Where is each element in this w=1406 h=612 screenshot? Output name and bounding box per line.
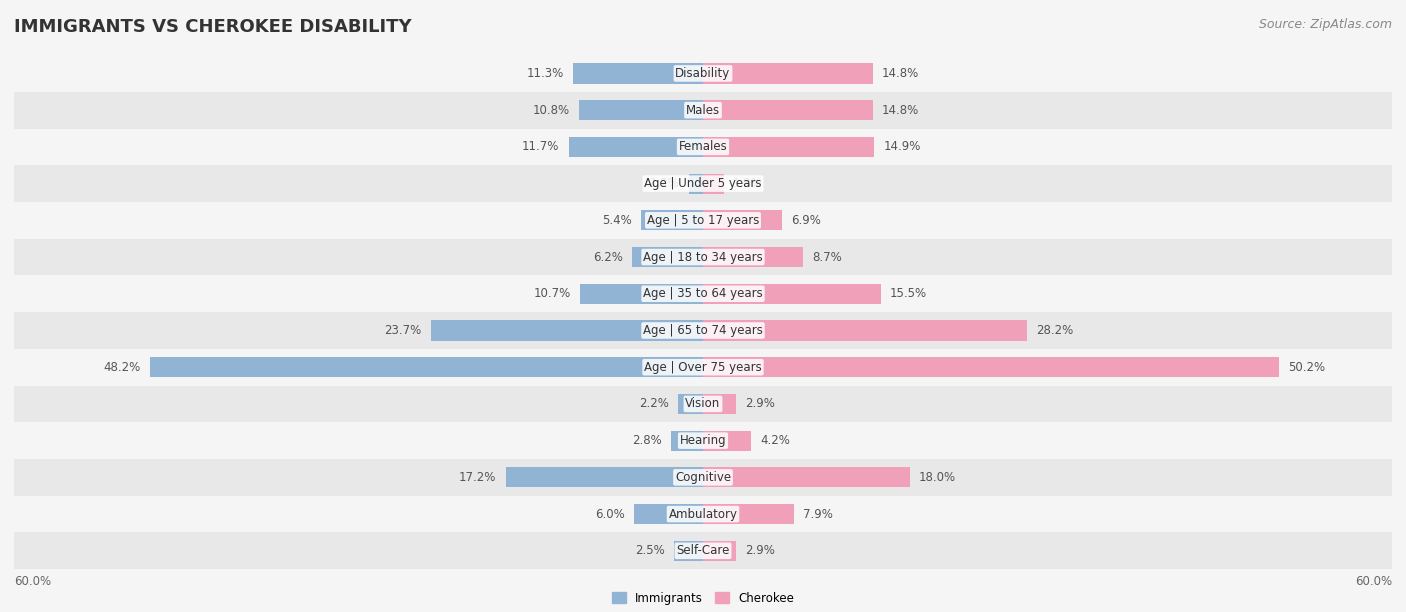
Bar: [14, 459, 1392, 496]
Text: 7.9%: 7.9%: [803, 507, 832, 521]
Text: Females: Females: [679, 140, 727, 154]
Bar: [703, 320, 1026, 340]
Bar: [579, 100, 703, 120]
Bar: [14, 532, 1392, 569]
Bar: [703, 210, 782, 230]
Legend: Immigrants, Cherokee: Immigrants, Cherokee: [607, 587, 799, 610]
Text: 10.7%: 10.7%: [534, 287, 571, 300]
Bar: [703, 357, 1279, 377]
Text: Hearing: Hearing: [679, 434, 727, 447]
Bar: [678, 394, 703, 414]
Text: 4.2%: 4.2%: [761, 434, 790, 447]
Text: 18.0%: 18.0%: [920, 471, 956, 484]
Text: 15.5%: 15.5%: [890, 287, 928, 300]
Text: 60.0%: 60.0%: [14, 575, 51, 588]
Bar: [14, 55, 1392, 92]
Text: 11.3%: 11.3%: [527, 67, 564, 80]
Bar: [14, 202, 1392, 239]
Bar: [703, 541, 737, 561]
Bar: [14, 165, 1392, 202]
Text: 2.2%: 2.2%: [638, 397, 669, 411]
Text: Cognitive: Cognitive: [675, 471, 731, 484]
Bar: [14, 92, 1392, 129]
Bar: [581, 283, 703, 304]
Bar: [574, 63, 703, 83]
Text: 1.8%: 1.8%: [733, 177, 762, 190]
Text: 6.0%: 6.0%: [595, 507, 624, 521]
Bar: [703, 247, 803, 267]
Text: Age | 5 to 17 years: Age | 5 to 17 years: [647, 214, 759, 227]
Bar: [149, 357, 703, 377]
Text: Source: ZipAtlas.com: Source: ZipAtlas.com: [1258, 18, 1392, 31]
Bar: [506, 468, 703, 487]
Text: 2.5%: 2.5%: [636, 544, 665, 558]
Text: Age | Under 5 years: Age | Under 5 years: [644, 177, 762, 190]
Bar: [14, 422, 1392, 459]
Bar: [703, 431, 751, 450]
Bar: [631, 247, 703, 267]
Text: 14.8%: 14.8%: [882, 67, 920, 80]
Bar: [703, 63, 873, 83]
Text: 1.2%: 1.2%: [650, 177, 681, 190]
Bar: [703, 100, 873, 120]
Text: 5.4%: 5.4%: [602, 214, 631, 227]
Text: Age | Over 75 years: Age | Over 75 years: [644, 360, 762, 374]
Text: 14.8%: 14.8%: [882, 103, 920, 117]
Text: 6.2%: 6.2%: [593, 250, 623, 264]
Bar: [14, 349, 1392, 386]
Text: 6.9%: 6.9%: [792, 214, 821, 227]
Text: Age | 65 to 74 years: Age | 65 to 74 years: [643, 324, 763, 337]
Text: 17.2%: 17.2%: [458, 471, 496, 484]
Bar: [675, 541, 703, 561]
Bar: [703, 394, 737, 414]
Bar: [14, 312, 1392, 349]
Text: 2.8%: 2.8%: [631, 434, 662, 447]
Bar: [689, 173, 703, 193]
Bar: [430, 320, 703, 340]
Text: IMMIGRANTS VS CHEROKEE DISABILITY: IMMIGRANTS VS CHEROKEE DISABILITY: [14, 18, 412, 36]
Text: Age | 35 to 64 years: Age | 35 to 64 years: [643, 287, 763, 300]
Bar: [568, 136, 703, 157]
Bar: [14, 129, 1392, 165]
Text: Vision: Vision: [685, 397, 721, 411]
Text: 60.0%: 60.0%: [1355, 575, 1392, 588]
Bar: [703, 504, 794, 524]
Text: 23.7%: 23.7%: [384, 324, 422, 337]
Text: 14.9%: 14.9%: [883, 140, 921, 154]
Bar: [703, 173, 724, 193]
Text: Disability: Disability: [675, 67, 731, 80]
Text: 50.2%: 50.2%: [1289, 360, 1326, 374]
Bar: [634, 504, 703, 524]
Text: Self-Care: Self-Care: [676, 544, 730, 558]
Bar: [14, 496, 1392, 532]
Text: 8.7%: 8.7%: [813, 250, 842, 264]
Bar: [703, 468, 910, 487]
Text: Age | 18 to 34 years: Age | 18 to 34 years: [643, 250, 763, 264]
Text: 28.2%: 28.2%: [1036, 324, 1073, 337]
Text: 11.7%: 11.7%: [522, 140, 560, 154]
Text: 10.8%: 10.8%: [533, 103, 569, 117]
Bar: [14, 386, 1392, 422]
Bar: [641, 210, 703, 230]
Text: 48.2%: 48.2%: [103, 360, 141, 374]
Bar: [703, 136, 875, 157]
Bar: [671, 431, 703, 450]
Text: Males: Males: [686, 103, 720, 117]
Text: 2.9%: 2.9%: [745, 544, 775, 558]
Bar: [14, 239, 1392, 275]
Text: 2.9%: 2.9%: [745, 397, 775, 411]
Text: Ambulatory: Ambulatory: [668, 507, 738, 521]
Bar: [14, 275, 1392, 312]
Bar: [703, 283, 882, 304]
